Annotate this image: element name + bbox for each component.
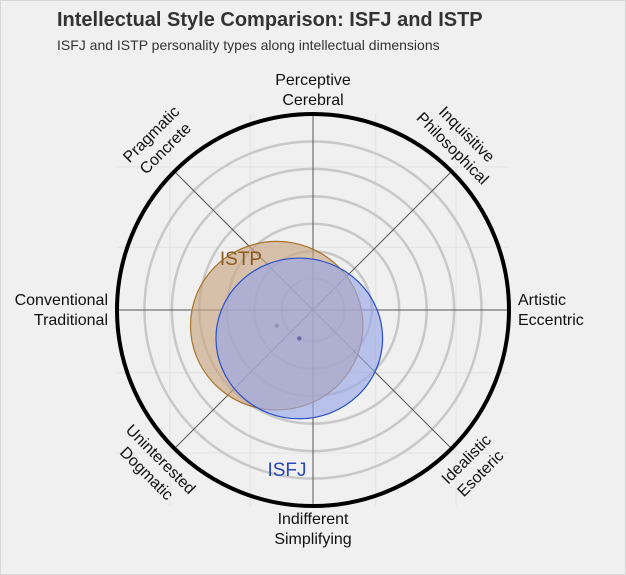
chart-title: Intellectual Style Comparison: ISFJ and …	[57, 9, 483, 31]
axis-label-line: Conventional	[15, 292, 108, 309]
chart-subtitle: ISFJ and ISTP personality types along in…	[57, 37, 440, 53]
axis-label-line: Eccentric	[518, 312, 584, 329]
outer-ring-layer	[115, 112, 511, 508]
axis-label-line: Cerebral	[282, 92, 343, 109]
axis-label-top-left: PragmaticConcrete	[120, 103, 197, 180]
type-label-istp: ISTP	[220, 249, 262, 270]
axis-label-line: Perceptive	[275, 72, 351, 89]
axis-label-line: Artistic	[518, 292, 566, 309]
type-center-isfj	[297, 336, 302, 341]
axis-label-left: Conventional Traditional	[15, 292, 108, 329]
axis-label-bottom-left: UninterestedDogmatic	[108, 422, 198, 512]
data-layer: ISTP ISFJ	[189, 240, 384, 481]
axis-label-line: Traditional	[34, 312, 108, 329]
type-label-isfj: ISFJ	[267, 460, 306, 481]
axis-label-bottom: Indifferent Simplifying	[274, 511, 351, 548]
axis-label-top-right: InquisitivePhilosophical	[413, 95, 506, 188]
axis-label-top: Perceptive Cerebral	[275, 72, 351, 109]
axis-label-bottom-right: IdealisticEsoteric	[439, 432, 509, 502]
axis-label-line: Simplifying	[274, 531, 351, 548]
axis-label-right: Artistic Eccentric	[518, 292, 584, 329]
outer-ring	[115, 112, 511, 508]
axis-label-line: Indifferent	[278, 511, 349, 528]
